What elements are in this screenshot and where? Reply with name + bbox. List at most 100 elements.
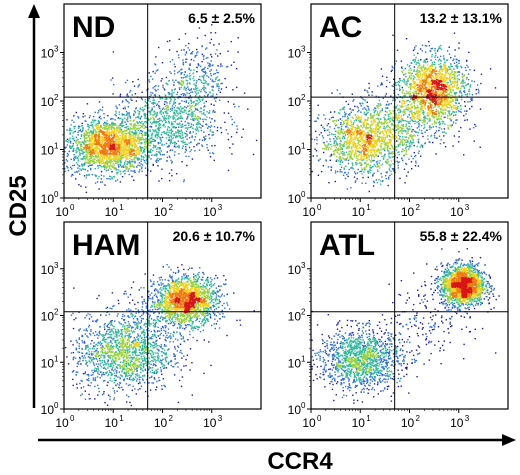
event-dot (180, 82, 182, 84)
event-dot (84, 144, 87, 146)
event-dot (178, 130, 181, 133)
event-dot (397, 109, 399, 111)
event-dot (100, 170, 103, 173)
event-dot (203, 136, 205, 138)
event-dot (127, 95, 129, 97)
event-dot (458, 60, 460, 62)
event-dot (380, 172, 382, 175)
event-dot (86, 134, 88, 137)
event-dot (445, 132, 447, 134)
event-dot (404, 94, 406, 97)
event-dot (93, 138, 96, 140)
event-dot (70, 140, 72, 142)
event-dot (197, 121, 199, 124)
event-dot (180, 111, 182, 113)
event-dot (399, 101, 401, 103)
event-dot (187, 86, 189, 88)
event-dot (177, 123, 179, 126)
event-dot (199, 99, 201, 101)
event-dot (145, 147, 147, 149)
event-dot (461, 73, 463, 75)
event-dot (150, 94, 152, 96)
event-dot (340, 140, 342, 142)
event-dot (366, 126, 368, 129)
event-dot (215, 69, 218, 71)
event-dot (173, 73, 176, 75)
event-dot (141, 121, 143, 123)
event-dot (135, 107, 138, 109)
event-dot (180, 108, 183, 110)
event-dot (136, 116, 138, 118)
event-dot (187, 102, 190, 104)
event-dot (412, 139, 414, 141)
event-dot (118, 104, 121, 106)
event-dot (199, 111, 201, 113)
event-dot (410, 84, 412, 86)
event-dot (179, 110, 181, 112)
event-dot (79, 165, 81, 167)
event-dot (176, 115, 178, 117)
event-dot (144, 101, 146, 103)
event-dot (98, 188, 100, 190)
event-dot (71, 168, 73, 170)
event-dot (164, 89, 166, 91)
event-dot (190, 108, 192, 111)
event-dot (121, 176, 124, 178)
event-dot (231, 153, 233, 155)
event-dot (132, 125, 134, 127)
event-dot (97, 136, 100, 138)
event-dot (77, 155, 80, 157)
event-dot (182, 111, 184, 113)
event-dot (450, 68, 452, 70)
event-dot (109, 140, 111, 143)
event-dot (132, 170, 134, 172)
event-dot (115, 141, 117, 143)
event-dot (100, 178, 102, 180)
event-dot (150, 75, 152, 78)
event-dot (129, 137, 131, 139)
event-dot (343, 158, 345, 160)
event-dot (116, 169, 118, 171)
event-dot (379, 183, 382, 185)
event-dot (84, 147, 86, 149)
event-dot (111, 178, 114, 180)
event-dot (438, 129, 440, 132)
event-dot (368, 82, 370, 85)
event-dot (204, 114, 206, 116)
event-dot (176, 145, 178, 148)
event-dot (150, 126, 153, 128)
event-dot (339, 137, 341, 139)
event-dot (338, 153, 341, 155)
event-dot (132, 165, 134, 167)
event-dot (93, 128, 95, 131)
event-dot (129, 120, 131, 122)
event-dot (415, 73, 417, 75)
event-dot (69, 147, 72, 150)
event-dot (466, 64, 468, 67)
event-dot (109, 139, 112, 141)
event-dot (123, 163, 126, 165)
event-dot (423, 59, 425, 62)
event-dot (80, 185, 82, 187)
event-dot (214, 80, 216, 83)
event-dot (399, 136, 401, 138)
event-dot (203, 54, 205, 57)
event-dot (168, 80, 170, 82)
event-dot (83, 168, 85, 171)
event-dot (105, 167, 107, 169)
event-dot (400, 141, 402, 143)
event-dot (139, 124, 142, 127)
event-dot (174, 141, 176, 143)
event-dot (430, 135, 432, 137)
event-dot (144, 134, 146, 136)
event-dot (160, 126, 162, 129)
event-dot (391, 145, 393, 147)
event-dot (384, 155, 386, 157)
event-dot (138, 153, 140, 156)
event-dot (106, 140, 108, 143)
event-dot (165, 112, 167, 114)
event-dot (450, 56, 452, 59)
event-dot (110, 176, 112, 178)
event-dot (155, 133, 157, 135)
event-dot (188, 49, 191, 51)
